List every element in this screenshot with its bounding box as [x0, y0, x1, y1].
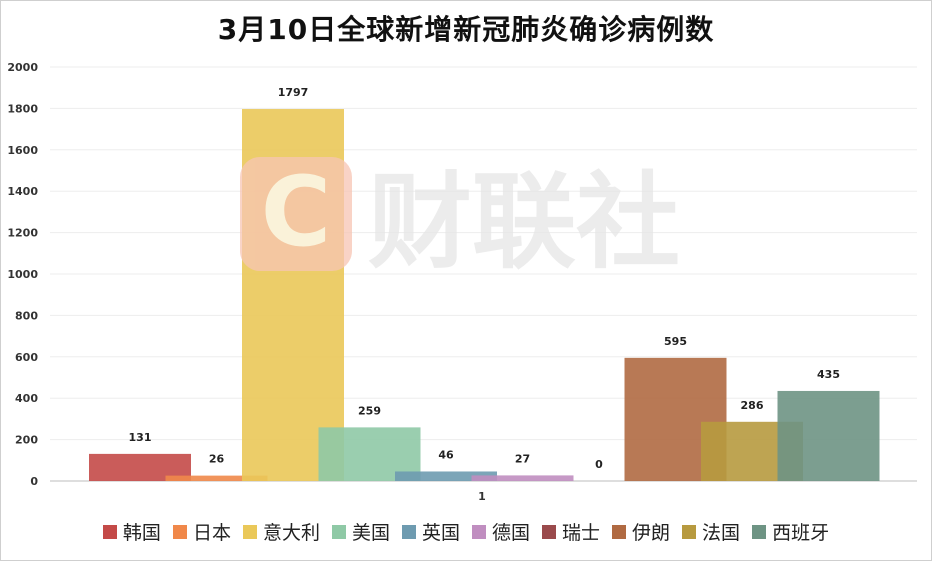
- legend-swatch: [472, 524, 486, 539]
- grid-lines: [50, 66, 917, 482]
- watermark-text: 财联社: [368, 161, 680, 283]
- data-label: 46: [438, 448, 454, 461]
- legend-label: 美国: [351, 522, 390, 544]
- legend-item: 德国: [472, 518, 530, 545]
- y-tick-label: 1800: [7, 102, 38, 115]
- y-tick-label: 800: [15, 309, 38, 322]
- watermark-logo-letter: C: [261, 156, 331, 268]
- legend-swatch: [172, 524, 187, 539]
- data-label: 131: [129, 431, 152, 444]
- legend-item: 意大利: [242, 518, 320, 545]
- bar-2: [165, 475, 268, 481]
- legend-item: 伊朗: [612, 518, 670, 545]
- y-tick-label: 1400: [7, 185, 38, 198]
- watermark: C 财联社: [240, 156, 680, 283]
- data-label: 27: [515, 452, 530, 465]
- legend-label: 法国: [702, 522, 741, 544]
- data-label: 286: [741, 399, 764, 412]
- legend-item: 美国: [331, 518, 390, 545]
- legend-label: 德国: [492, 522, 531, 544]
- legend-item: 法国: [682, 518, 740, 545]
- data-label: 595: [664, 335, 687, 348]
- y-tick-label: 400: [15, 392, 38, 405]
- legend-label: 西班牙: [772, 522, 830, 544]
- legend-label: 意大利: [262, 522, 320, 544]
- legend-item: 日本: [172, 518, 231, 545]
- y-axis-ticks: 0 200 400 600 800 1000 1200 1400 1600 1800 2000: [7, 61, 38, 488]
- watermark-logo-badge: [240, 157, 352, 271]
- legend-item: 西班牙: [752, 518, 829, 545]
- legend-label: 伊朗: [632, 522, 671, 544]
- legend-label: 日本: [192, 522, 231, 544]
- y-tick-label: 1600: [7, 144, 38, 157]
- bar-10: [777, 390, 880, 481]
- bar-6: [471, 475, 574, 481]
- legend-swatch: [612, 524, 627, 539]
- data-label: 26: [209, 453, 225, 466]
- legend-item: 瑞士: [542, 518, 600, 545]
- legend-swatch: [401, 524, 416, 539]
- data-label: 259: [358, 404, 381, 417]
- data-labels: 131 26 1797 259 46 27 0 595 286 435: [129, 86, 840, 471]
- legend-label: 韩国: [122, 522, 161, 544]
- legend-swatch: [242, 524, 257, 539]
- y-tick-label: 600: [15, 351, 38, 364]
- chart-legend: 韩国 日本 意大利 美国 英国 德国 瑞士 伊朗 法国 西班牙: [0, 518, 932, 545]
- legend-item: 韩国: [102, 518, 161, 545]
- legend-item: 英国: [401, 518, 460, 545]
- y-tick-label: 1000: [7, 268, 38, 281]
- y-tick-label: 2000: [7, 61, 38, 74]
- legend-swatch: [752, 524, 767, 539]
- x-tick-label: 1: [478, 490, 486, 503]
- legend-label: 英国: [421, 522, 460, 544]
- legend-label: 瑞士: [562, 522, 601, 544]
- y-tick-label: 0: [30, 475, 38, 488]
- legend-swatch: [331, 524, 346, 539]
- legend-swatch: [542, 524, 557, 539]
- y-tick-label: 1200: [7, 227, 38, 240]
- bar-5: [395, 471, 497, 481]
- y-tick-label: 200: [15, 434, 38, 447]
- legend-swatch: [102, 524, 117, 539]
- data-label: 0: [595, 458, 603, 471]
- x-axis-ticks: 1: [478, 490, 486, 503]
- data-label: 435: [817, 368, 840, 381]
- data-label: 1797: [278, 86, 309, 99]
- legend-swatch: [682, 524, 697, 539]
- chart-title: 3月10日全球新增新冠肺炎确诊病例数: [217, 13, 715, 46]
